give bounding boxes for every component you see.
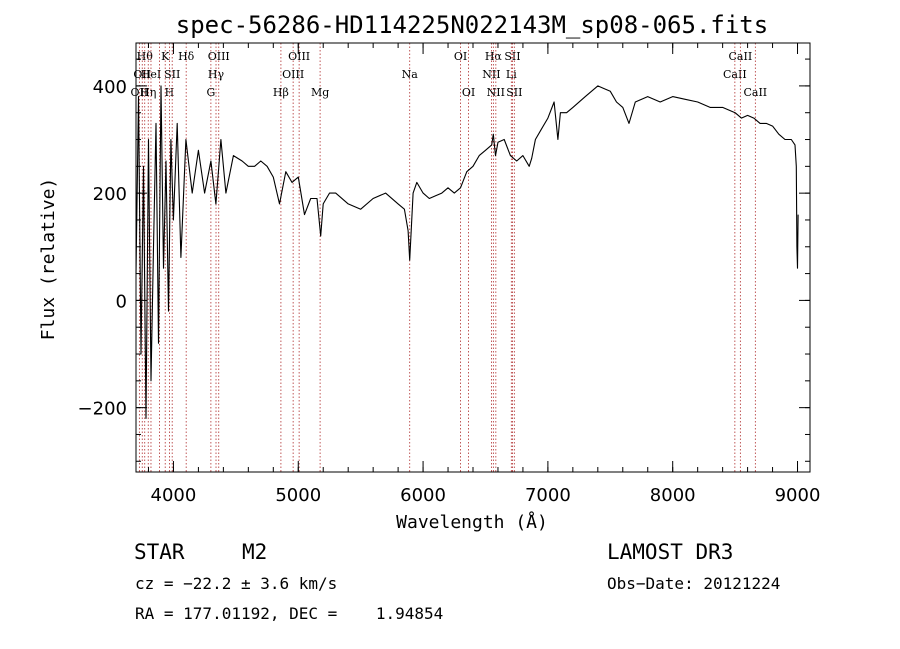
- x-tick-label: 4000: [151, 485, 197, 506]
- line-label: G: [206, 86, 215, 99]
- x-tick-label: 7000: [525, 485, 571, 506]
- survey-name: LAMOST DR3: [607, 540, 734, 564]
- spectrum-line: [135, 85, 799, 419]
- y-tick-label: 0: [116, 291, 127, 312]
- line-label: Hθ: [137, 50, 154, 63]
- line-label: K: [161, 50, 170, 63]
- line-label: Hβ: [273, 86, 289, 99]
- series-group: [135, 85, 799, 419]
- object-subclass: M2: [242, 540, 268, 564]
- coordinates-readout: RA = 177.01192, DEC = 1.94854: [135, 604, 444, 623]
- line-label: OI: [454, 50, 467, 63]
- line-label: OI: [462, 86, 475, 99]
- chart-title: spec-56286-HD114225N022143M_sp08-065.fit…: [176, 11, 768, 39]
- line-label: SII: [506, 86, 522, 99]
- line-label: CaII: [729, 50, 753, 63]
- line-label: OII: [131, 86, 149, 99]
- line-label: CaII: [743, 86, 767, 99]
- x-tick-label: 9000: [775, 485, 821, 506]
- observation-date: Obs−Date: 20121224: [607, 574, 781, 593]
- line-label: OIII: [282, 68, 304, 81]
- line-label: SII: [164, 68, 180, 81]
- line-label: Hη: [140, 86, 156, 99]
- line-label: Mg: [311, 86, 329, 99]
- y-tick-label: 400: [93, 77, 127, 98]
- y-axis-label: Flux (relative): [38, 178, 59, 341]
- line-label: Hγ: [208, 68, 225, 81]
- redshift-readout: cz = −22.2 ± 3.6 km/s: [135, 574, 338, 593]
- x-tick-label: 8000: [650, 485, 696, 506]
- line-label: NII: [487, 86, 505, 99]
- x-axis-label: Wavelength (Å): [396, 511, 548, 533]
- line-label: Li: [506, 68, 517, 81]
- y-tick-label: −200: [78, 399, 127, 420]
- line-label: OIII: [288, 50, 310, 63]
- line-label: NII: [482, 68, 500, 81]
- x-tick-label: 6000: [400, 485, 446, 506]
- object-class: STAR: [134, 540, 185, 564]
- x-tick-label: 5000: [275, 485, 321, 506]
- line-label: SII: [504, 50, 520, 63]
- line-label: OIII: [208, 50, 230, 63]
- line-label: CaII: [723, 68, 747, 81]
- y-tick-label: 200: [93, 184, 127, 205]
- line-label: Na: [402, 68, 419, 81]
- line-label: HeI: [141, 68, 161, 81]
- line-label: OII: [133, 68, 151, 81]
- line-label: Hα: [485, 50, 503, 63]
- line-label: Hδ: [178, 50, 195, 63]
- line-label: H: [165, 86, 175, 99]
- axes-group: 4000 5000 6000 7000 8000 9000 −200 0 200 400: [78, 42, 821, 506]
